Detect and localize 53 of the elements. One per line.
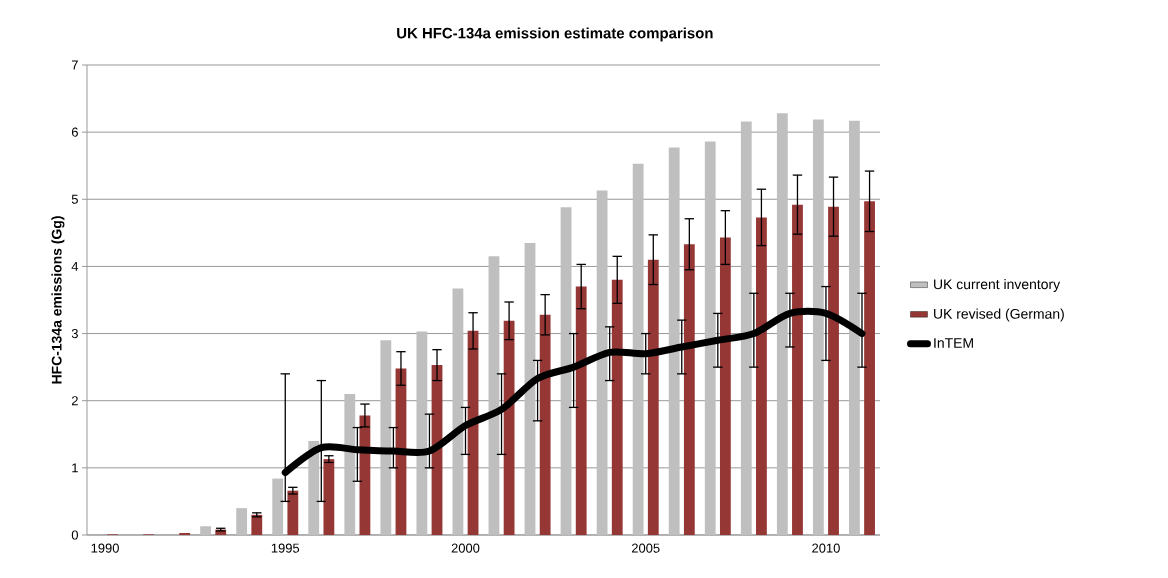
legend-label: UK current inventory (934, 278, 1061, 292)
bar (395, 368, 407, 535)
bar (668, 147, 680, 535)
legend-label: UK revised (German) (934, 308, 1064, 322)
bar (179, 532, 191, 535)
y-tick-label: 3 (71, 328, 78, 339)
x-tick-label: 1990 (91, 543, 119, 553)
bar (575, 286, 587, 535)
bar (864, 201, 875, 535)
bar (611, 279, 623, 535)
bar (308, 440, 320, 535)
bar (740, 121, 752, 535)
bar (503, 320, 515, 535)
y-tick-label: 1 (72, 463, 78, 473)
y-tick-label: 7 (71, 60, 78, 70)
bar (380, 340, 392, 535)
bar (647, 259, 659, 535)
y-tick-label: 0 (71, 530, 78, 540)
legend-label: InTEM (934, 338, 973, 348)
bar (828, 206, 839, 535)
bar (596, 190, 608, 535)
y-tick-label: 4 (71, 261, 79, 271)
bar (344, 393, 356, 535)
bar (488, 256, 500, 535)
y-tick-label: 2 (71, 396, 78, 406)
bar (323, 459, 335, 535)
bar (812, 119, 824, 535)
bar (539, 314, 551, 535)
y-tick-label: 5 (71, 194, 78, 204)
bar (272, 478, 284, 535)
bar (849, 120, 860, 535)
bar (200, 526, 212, 535)
y-tick-label: 6 (71, 127, 78, 137)
bar (776, 113, 788, 535)
bar (704, 141, 716, 535)
bar (236, 508, 248, 535)
bar (792, 204, 803, 535)
x-tick-label: 1995 (271, 543, 300, 553)
bar (287, 490, 299, 535)
bar (756, 217, 767, 535)
bar (632, 163, 644, 535)
x-tick-label: 2000 (451, 543, 480, 553)
y-axis-title: HFC-134a emissions (Gg) (51, 216, 65, 384)
chart-title: UK HFC-134a emission estimate comparison (397, 27, 713, 42)
bar (467, 330, 479, 535)
x-tick-label: 2005 (631, 543, 660, 553)
bar (683, 244, 695, 535)
bar (251, 514, 263, 535)
x-tick-label: 2010 (812, 543, 840, 553)
bar (719, 237, 731, 535)
bar (560, 207, 572, 535)
bar (416, 331, 428, 535)
bar (431, 365, 443, 535)
